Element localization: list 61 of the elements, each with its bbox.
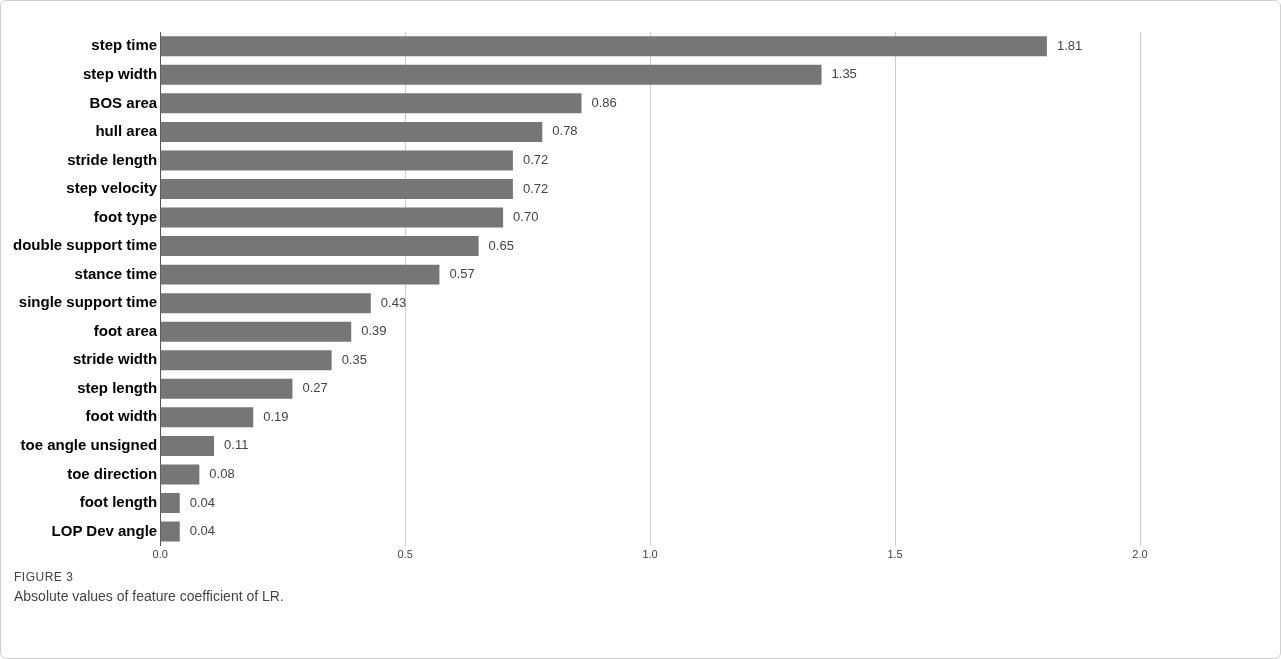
- bar: [160, 207, 504, 228]
- bar: [160, 236, 479, 257]
- data-label: 0.78: [552, 123, 578, 139]
- data-label: 0.35: [341, 351, 367, 367]
- y-tick-label: step width: [82, 64, 158, 82]
- data-label: 0.70: [513, 209, 539, 225]
- y-tick-label: toe direction: [67, 464, 158, 482]
- bar: [160, 150, 513, 171]
- bar: [160, 378, 293, 399]
- bar: [160, 264, 440, 285]
- data-label: 0.72: [522, 152, 549, 168]
- data-label: 0.39: [361, 323, 387, 339]
- y-tick-label: stance time: [74, 264, 158, 282]
- x-tick-label: 1.0: [642, 548, 658, 561]
- bar: [160, 179, 513, 199]
- y-tick-label: single support time: [18, 293, 158, 311]
- data-label: 0.04: [189, 494, 216, 510]
- data-label: 1.35: [831, 66, 857, 82]
- bar: [160, 321, 352, 342]
- y-tick-label: step length: [77, 378, 158, 396]
- bar: [160, 350, 332, 371]
- bar: [160, 464, 200, 485]
- bar: [160, 492, 180, 513]
- y-tick-label: foot type: [93, 207, 158, 225]
- data-label: 0.08: [209, 466, 235, 482]
- y-tick-label: stride width: [72, 350, 158, 368]
- data-label: 0.72: [522, 180, 549, 196]
- y-tick-label: double support time: [12, 236, 158, 254]
- data-label: 0.43: [380, 294, 407, 310]
- x-tick-label: 1.5: [887, 548, 903, 561]
- bar: [160, 93, 582, 114]
- caption: FIGURE 3: [14, 570, 75, 584]
- y-tick-label: LOP Dev angle: [51, 521, 158, 539]
- bar: [160, 521, 180, 542]
- y-tick-label: foot width: [85, 407, 158, 425]
- data-label: 0.11: [224, 437, 249, 453]
- data-label: 0.57: [449, 266, 475, 282]
- data-label: 0.65: [488, 237, 514, 253]
- data-label: 0.86: [591, 94, 617, 110]
- y-tick-label: foot area: [93, 321, 158, 339]
- y-tick-label: BOS area: [89, 93, 158, 111]
- bar: [160, 293, 371, 314]
- bar: [160, 121, 543, 142]
- x-tick-label: 0.0: [152, 548, 168, 561]
- y-tick-label: hull area: [95, 122, 158, 140]
- y-tick-label: foot length: [79, 493, 158, 511]
- bar: [160, 64, 822, 85]
- x-tick-label: 2.0: [1132, 548, 1148, 561]
- text: Absolute values of feature coefficient of LR.: [14, 588, 284, 604]
- data-label: 0.04: [189, 523, 216, 539]
- data-label: 1.81: [1056, 37, 1083, 53]
- y-tick-label: step time: [91, 36, 158, 54]
- data-label: 0.19: [263, 408, 289, 424]
- data-label: 0.27: [302, 380, 328, 396]
- bar: [160, 435, 215, 456]
- y-tick-label: stride length: [67, 150, 158, 168]
- y-tick-label: toe angle unsigned: [20, 436, 158, 454]
- y-tick-label: step velocity: [66, 179, 158, 197]
- bar: [160, 407, 254, 428]
- bar: [160, 36, 1047, 57]
- x-tick-label: 0.5: [397, 548, 413, 561]
